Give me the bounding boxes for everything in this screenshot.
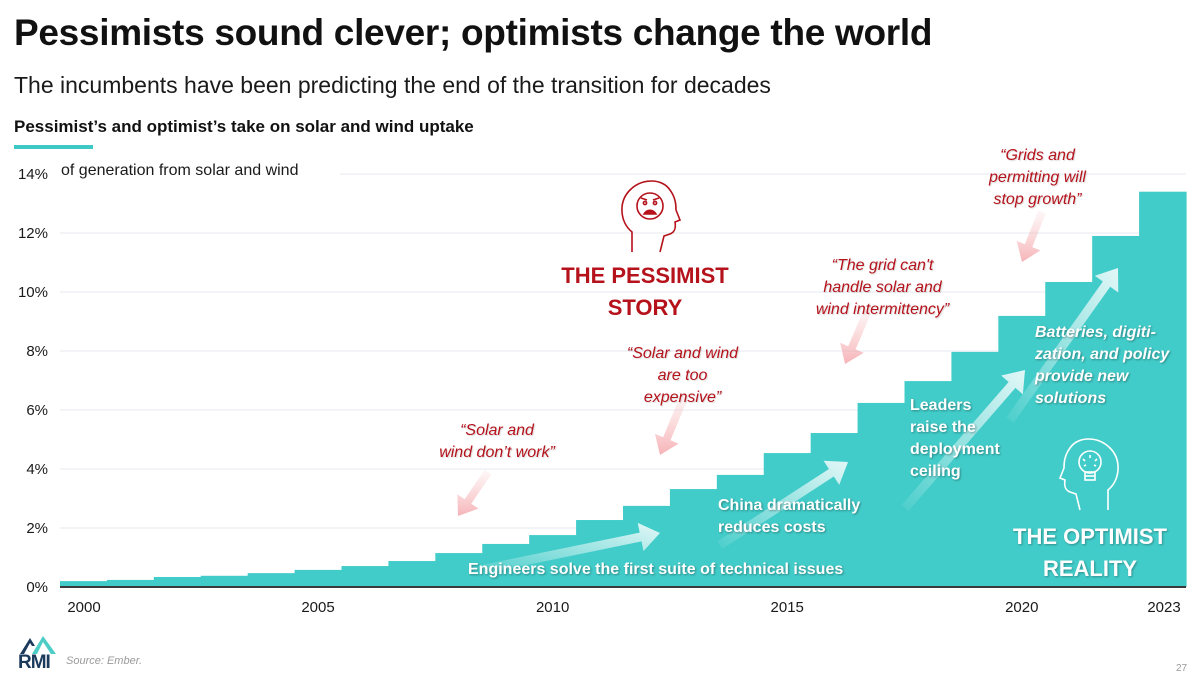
bar-2017 (857, 402, 906, 587)
bar-2015 (763, 453, 812, 587)
quote-line: wind don’t work” (439, 444, 555, 461)
optimist-note-engineers: Engineers solve the first suite of techn… (468, 561, 844, 578)
bar-2016 (810, 433, 859, 587)
quote-line: permitting will (989, 169, 1086, 186)
x-tick-label: 2020 (1005, 599, 1038, 616)
note-line: reduces costs (718, 519, 826, 536)
bar-2008 (435, 553, 483, 587)
bar-2006 (341, 566, 390, 587)
pessimist-arrow-4 (1016, 210, 1046, 262)
y-tick-label: 4% (26, 461, 48, 478)
pessimist-quote-2: “Solar and wind are too expensive” (600, 343, 765, 409)
chart-heading: Pessimist’s and optimist’s take on solar… (14, 117, 474, 136)
pessimist-arrow-1 (457, 469, 492, 516)
optimist-arrow-1 (479, 522, 660, 575)
note-line: China dramatically (718, 497, 861, 514)
pessimist-quote-1: “Solar and wind don’t work” (412, 420, 582, 464)
bar-2004 (247, 573, 296, 587)
y-tick-label: 6% (26, 402, 48, 419)
quote-line: are too (657, 367, 708, 384)
note-line: Batteries, digiti- (1035, 324, 1156, 341)
reality-line: THE OPTIMIST (1013, 524, 1167, 549)
note-line: zation, and policy (1035, 346, 1170, 363)
x-tick-label: 2010 (536, 599, 569, 616)
y-tick-label: 12% (18, 225, 48, 242)
pessimist-arrow-3 (840, 308, 872, 364)
x-tick-label: 2005 (301, 599, 334, 616)
x-tick-label: 2000 (67, 599, 100, 616)
heading-underline (14, 145, 93, 149)
quote-line: “Solar and wind (626, 345, 739, 362)
quote-line: “Solar and (460, 422, 534, 439)
optimist-arrow-4 (1006, 268, 1119, 423)
optimist-note-leaders: Leaders raise the deployment ceiling (910, 395, 1000, 483)
bar-2020 (998, 315, 1046, 587)
bar-2005 (294, 569, 343, 587)
note-line: ceiling (910, 463, 961, 480)
quote-line: wind intermittency” (815, 301, 950, 318)
bar-2007 (388, 561, 436, 587)
lightbulb-head-icon (1058, 438, 1119, 511)
quote-line: “Grids and (1000, 147, 1075, 164)
note-line: raise the (910, 419, 976, 436)
y-tick-label: 0% (26, 579, 48, 596)
pessimist-story-label: THE PESSIMIST STORY (545, 260, 745, 324)
bar-2019 (951, 351, 999, 587)
bar-2000 (60, 581, 108, 587)
rmi-logo-text: RMI (18, 652, 51, 673)
y-tick-label: 14% (18, 166, 48, 183)
bar-2003 (200, 575, 249, 587)
quote-line: stop growth” (993, 191, 1082, 208)
quote-line: “The grid can't (831, 257, 934, 274)
reality-line: REALITY (1042, 556, 1138, 581)
optimist-note-batteries: Batteries, digiti- zation, and policy pr… (1035, 322, 1169, 410)
bar-2002 (153, 576, 202, 587)
note-line: deployment (910, 441, 1000, 458)
x-tick-label: 2015 (771, 599, 804, 616)
optimist-reality-label: THE OPTIMIST REALITY (995, 521, 1185, 585)
rmi-logo-icon (20, 636, 56, 654)
y-tick-label: 8% (26, 343, 48, 360)
quote-line: expensive” (643, 389, 722, 406)
pessimist-arrow-2 (654, 393, 689, 455)
source-note: Source: Ember. (66, 655, 143, 667)
note-line: provide new (1035, 368, 1129, 385)
page-number: 27 (1176, 663, 1188, 674)
note-line: Leaders (910, 397, 972, 414)
optimist-arrow-2 (717, 460, 848, 549)
bar-2013 (669, 489, 718, 587)
story-line: STORY (607, 295, 683, 320)
pessimist-quote-3: “The grid can't handle solar and wind in… (790, 255, 975, 321)
page-subtitle: The incumbents have been predicting the … (14, 72, 771, 98)
note-line: solutions (1035, 390, 1107, 407)
optimist-arrow-3 (901, 370, 1025, 511)
x-tick-label: 2023 (1147, 599, 1180, 616)
quote-line: handle solar and (823, 279, 942, 296)
bar-2001 (106, 579, 155, 587)
bar-2011 (576, 520, 624, 587)
page-title: Pessimists sound clever; optimists chang… (14, 12, 933, 53)
y-axis-unit-label: of generation from solar and wind (61, 162, 299, 179)
y-tick-label: 10% (18, 284, 48, 301)
pessimist-quote-4: “Grids and permitting will stop growth” (960, 145, 1115, 211)
optimist-note-china: China dramatically reduces costs (718, 495, 860, 539)
y-tick-label: 2% (26, 520, 48, 537)
angry-head-icon (621, 180, 682, 253)
bar-2023 (1139, 191, 1187, 587)
story-line: THE PESSIMIST (561, 263, 729, 288)
